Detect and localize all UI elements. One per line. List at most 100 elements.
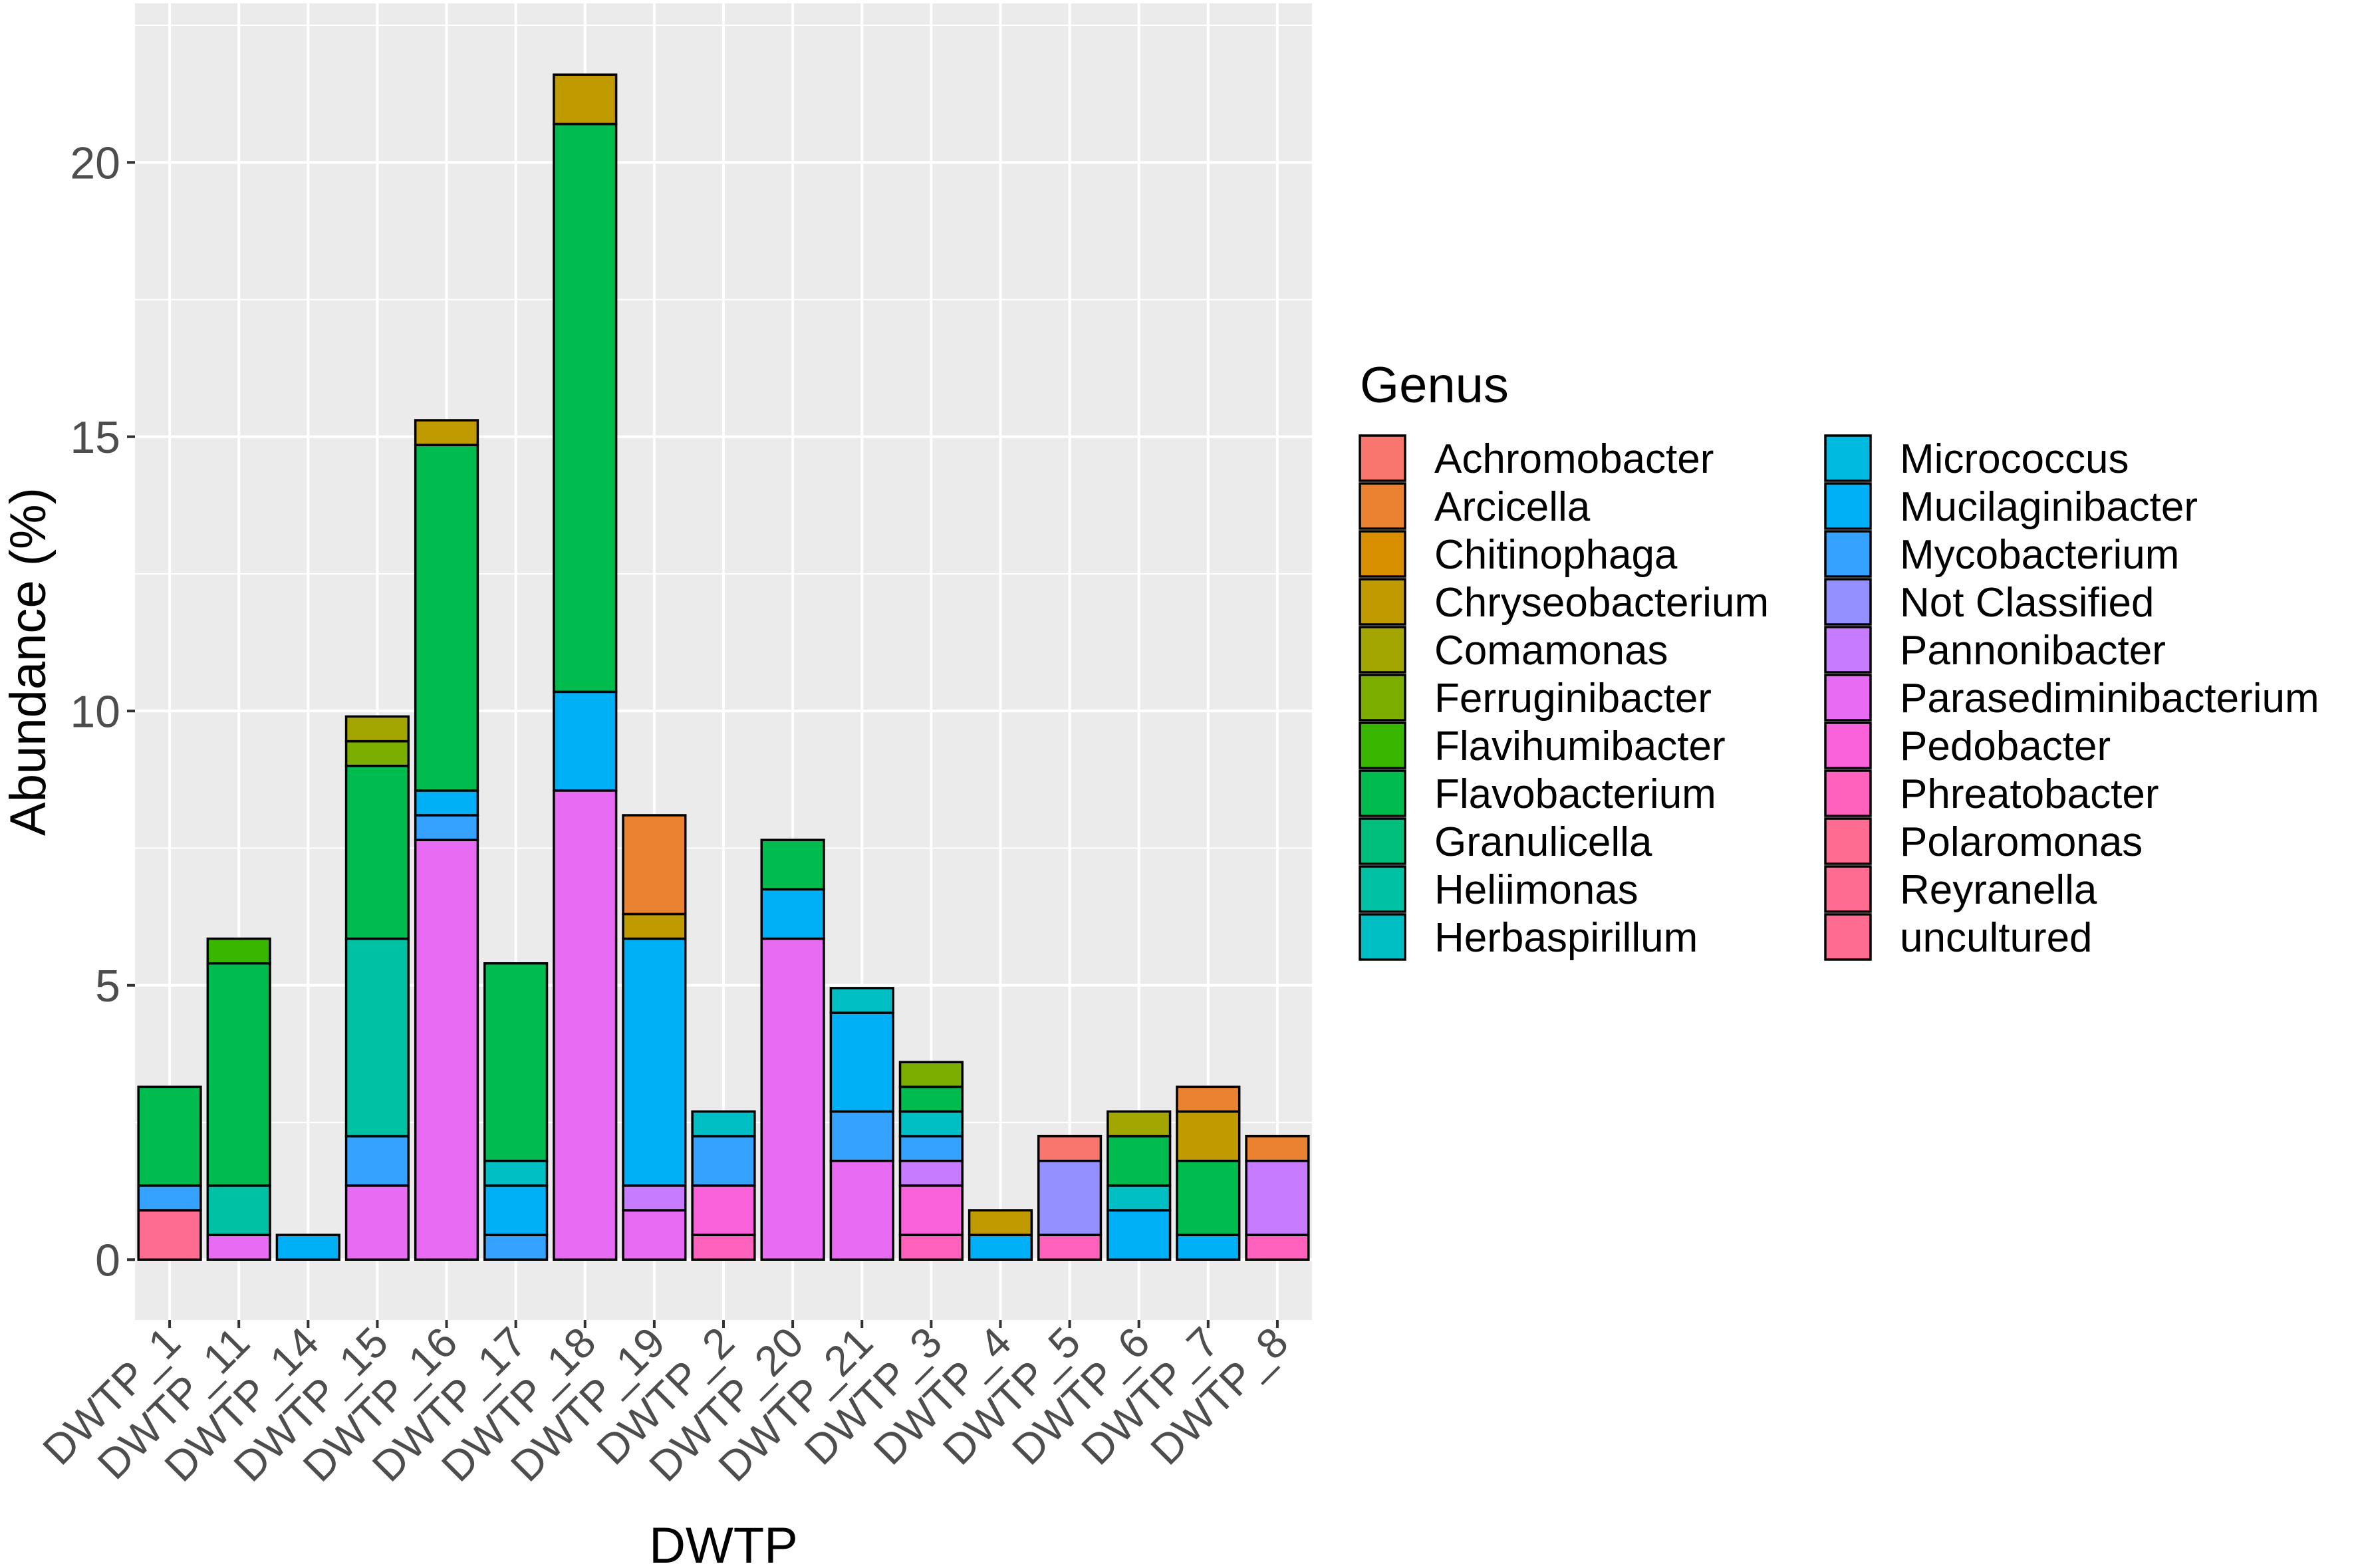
bar-segment-flavihumibacter-dwtp-11	[206, 937, 271, 965]
bar-segment-mycobacterium-dwtp-16	[414, 814, 479, 841]
bar-segment-flavobacterium-dwtp-6	[1107, 1134, 1172, 1187]
bar-segment-parasediminibacterium-dwtp-19	[622, 1209, 687, 1261]
bar-segment-mucilaginibacter-dwtp-21	[829, 1011, 894, 1113]
bar-segment-mycobacterium-dwtp-21	[829, 1110, 894, 1162]
bar-segment-chryseobacterium-dwtp-19	[622, 912, 687, 940]
bar-segment-flavobacterium-dwtp-17	[483, 962, 549, 1162]
legend-key-comamonas	[1359, 626, 1406, 674]
legend-key-polaromonas	[1824, 817, 1872, 865]
legend-label-comamonas: Comamonas	[1434, 628, 1668, 674]
bar-segment-arcicella-dwtp-19	[622, 814, 687, 916]
bar-segment-ferruginibacter-dwtp-15	[344, 739, 410, 767]
bar-segment-polaromonas-dwtp-1	[137, 1209, 202, 1261]
bar-segment-mucilaginibacter-dwtp-19	[622, 937, 687, 1187]
legend-key-heliimonas	[1359, 865, 1406, 913]
legend-key-achromobacter	[1359, 434, 1406, 482]
legend-title: Genus	[1360, 357, 1509, 414]
legend-label-flavobacterium: Flavobacterium	[1434, 771, 1716, 817]
legend-key-pannonibacter	[1824, 626, 1872, 674]
legend-key-uncultured	[1824, 913, 1872, 961]
bar-segment-mycobacterium-dwtp-3	[898, 1134, 964, 1162]
legend-label-parasediminibacterium: Parasediminibacterium	[1900, 676, 2319, 721]
x-axis: DWTP_1DWTP_11DWTP_14DWTP_15DWTP_16DWTP_1…	[33, 1318, 1297, 1491]
y-axis-title: Abundance (%)	[0, 487, 57, 836]
legend-key-chryseobacterium	[1359, 578, 1406, 626]
bar-segment-flavobacterium-dwtp-16	[414, 444, 479, 792]
bar-segment-heliimonas-dwtp-15	[344, 937, 410, 1138]
legend-key-herbaspirillum	[1359, 913, 1406, 961]
x-axis-title: DWTP	[649, 1517, 798, 1568]
legend-label-granulicella: Granulicella	[1434, 819, 1652, 865]
bars	[137, 73, 1310, 1261]
legend-key-mucilaginibacter	[1824, 482, 1872, 530]
bar-segment-chryseobacterium-dwtp-4	[968, 1209, 1033, 1236]
bar-segment-comamonas-dwtp-6	[1107, 1110, 1172, 1138]
legend-label-achromobacter: Achromobacter	[1434, 436, 1714, 482]
bar-segment-flavobacterium-dwtp-1	[137, 1085, 202, 1187]
legend-key-granulicella	[1359, 817, 1406, 865]
bar-segment-pannonibacter-dwtp-19	[622, 1184, 687, 1212]
bar-segment-pedobacter-dwtp-3	[898, 1184, 964, 1236]
legend-label-chryseobacterium: Chryseobacterium	[1434, 580, 1769, 626]
bar-segment-parasediminibacterium-dwtp-15	[344, 1184, 410, 1261]
legend-key-reyranella	[1824, 865, 1872, 913]
bar-segment-parasediminibacterium-dwtp-18	[553, 789, 618, 1261]
bar-segment-flavobacterium-dwtp-15	[344, 765, 410, 940]
bar-segment-mucilaginibacter-dwtp-16	[414, 789, 479, 817]
bar-segment-phreatobacter-dwtp-8	[1245, 1234, 1310, 1261]
bar-segment-parasediminibacterium-dwtp-20	[760, 937, 825, 1261]
bar-segment-pannonibacter-dwtp-8	[1245, 1160, 1310, 1236]
bar-segment-mucilaginibacter-dwtp-7	[1176, 1234, 1241, 1261]
y-tick-label: 0	[95, 1235, 120, 1285]
legend-label-reyranella: Reyranella	[1900, 867, 2097, 913]
y-tick-label: 5	[95, 961, 120, 1011]
bar-segment-not-classified-dwtp-5	[1037, 1160, 1103, 1236]
legend-label-flavihumibacter: Flavihumibacter	[1434, 723, 1726, 769]
bar-segment-flavobacterium-dwtp-11	[206, 962, 271, 1187]
legend-key-ferruginibacter	[1359, 674, 1406, 721]
bar-segment-flavobacterium-dwtp-3	[898, 1085, 964, 1113]
y-axis: 0 5 10 15 20	[70, 138, 135, 1285]
legend-key-mycobacterium	[1824, 530, 1872, 578]
bar-segment-mucilaginibacter-dwtp-18	[553, 690, 618, 792]
legend-key-parasediminibacterium	[1824, 674, 1872, 721]
bar-segment-flavobacterium-dwtp-7	[1176, 1160, 1241, 1236]
bar-segment-mucilaginibacter-dwtp-20	[760, 888, 825, 940]
legend-key-pedobacter	[1824, 721, 1872, 769]
bar-segment-pedobacter-dwtp-2	[691, 1184, 756, 1236]
bar-segment-herbaspirillum-dwtp-6	[1107, 1184, 1172, 1212]
legend-key-phreatobacter	[1824, 769, 1872, 817]
bar-segment-ferruginibacter-dwtp-3	[898, 1061, 964, 1089]
bar-segment-phreatobacter-dwtp-3	[898, 1234, 964, 1261]
y-tick-label: 15	[70, 412, 120, 463]
legend-label-herbaspirillum: Herbaspirillum	[1434, 915, 1698, 961]
bar-segment-parasediminibacterium-dwtp-11	[206, 1234, 271, 1261]
legend-label-phreatobacter: Phreatobacter	[1900, 771, 2158, 817]
bar-segment-pannonibacter-dwtp-3	[898, 1160, 964, 1187]
legend-key-arcicella	[1359, 482, 1406, 530]
bar-segment-mycobacterium-dwtp-2	[691, 1134, 756, 1187]
legend-key-micrococcus	[1824, 434, 1872, 482]
legend-key-flavobacterium	[1359, 769, 1406, 817]
legend-label-pedobacter: Pedobacter	[1900, 723, 2111, 769]
bar-segment-herbaspirillum-dwtp-17	[483, 1160, 549, 1187]
bar-segment-mucilaginibacter-dwtp-14	[275, 1234, 340, 1261]
bar-segment-heliimonas-dwtp-11	[206, 1184, 271, 1236]
bar-segment-parasediminibacterium-dwtp-21	[829, 1160, 894, 1261]
bar-segment-herbaspirillum-dwtp-3	[898, 1110, 964, 1138]
bar-segment-phreatobacter-dwtp-2	[691, 1234, 756, 1261]
legend-label-not-classified: Not Classified	[1900, 580, 2154, 626]
legend-key-not-classified	[1824, 578, 1872, 626]
bar-segment-parasediminibacterium-dwtp-16	[414, 839, 479, 1261]
legend-label-micrococcus: Micrococcus	[1900, 436, 2129, 482]
bar-segment-herbaspirillum-dwtp-2	[691, 1110, 756, 1138]
bar-segment-achromobacter-dwtp-5	[1037, 1134, 1103, 1162]
legend-label-ferruginibacter: Ferruginibacter	[1434, 676, 1712, 721]
bar-segment-mycobacterium-dwtp-1	[137, 1184, 202, 1212]
bar-segment-mucilaginibacter-dwtp-6	[1107, 1209, 1172, 1261]
legend-label-mucilaginibacter: Mucilaginibacter	[1900, 484, 2198, 530]
bar-segment-herbaspirillum-dwtp-21	[829, 987, 894, 1014]
bar-segment-phreatobacter-dwtp-5	[1037, 1234, 1103, 1261]
legend-label-polaromonas: Polaromonas	[1900, 819, 2143, 865]
